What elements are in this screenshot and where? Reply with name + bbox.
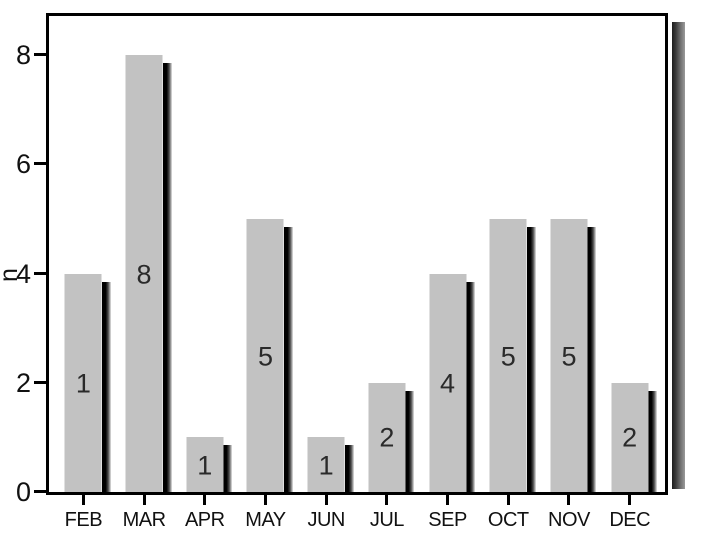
x-tick-label: NOV [548,509,590,531]
bar-value-label: 1 [75,368,91,399]
bar-drop-shadow [283,227,293,492]
bar-slot-feb: 1 [53,16,114,492]
bar-value-label: 5 [500,341,516,372]
y-tick-mark [34,162,46,166]
bar-slot-sep: 4 [417,16,478,492]
bar-feb: 1 [64,273,102,492]
x-cell-feb: FEB [53,495,114,532]
x-cell-dec: DEC [599,495,660,532]
bar-value-label: 4 [440,368,456,399]
x-tick-label: MAY [245,509,286,531]
x-tick-mark [324,495,328,505]
x-tick-label: SEP [428,509,467,531]
bar-slot-jun: 1 [296,16,357,492]
x-tick-mark [446,495,450,505]
bar-sep: 4 [429,273,467,492]
x-tick-mark [385,495,389,505]
x-cell-mar: MAR [114,495,175,532]
bar-value-label: 1 [318,450,334,481]
bar-value-label: 2 [379,422,395,453]
x-tick-label: FEB [64,509,103,531]
bar-drop-shadow [587,227,597,492]
x-cell-nov: NOV [539,495,600,532]
bar-slot-may: 5 [235,16,296,492]
bar-jun: 1 [307,437,345,492]
bar-mar: 8 [125,55,163,492]
y-tick-label: 2 [15,367,31,398]
y-tick-mark [34,53,46,57]
x-cell-apr: APR [174,495,235,532]
bar-value-label: 8 [136,259,152,290]
bar-value-label: 5 [561,341,577,372]
y-tick-mark [34,271,46,275]
x-tick-label: MAR [122,509,166,531]
x-tick-mark [263,495,267,505]
x-axis: FEB MAR APR MAY JUN JUL SEP OCT NOV DEC [49,495,665,532]
bar-nov: 5 [550,219,588,492]
y-tick-mark [34,380,46,384]
bar-drop-shadow [223,445,233,492]
y-tick-mark [34,490,46,493]
y-tick-label: 4 [15,258,31,289]
bar-slot-mar: 8 [114,16,175,492]
bar-oct: 5 [489,219,527,492]
bar-value-label: 5 [257,341,273,372]
x-cell-jun: JUN [296,495,357,532]
x-cell-jul: JUL [357,495,418,532]
bar-slot-apr: 1 [174,16,235,492]
x-tick-label: DEC [609,509,651,531]
y-tick-label: 0 [15,477,31,507]
bar-value-label: 2 [622,422,638,453]
bar-slot-dec: 2 [599,16,660,492]
bar-drop-shadow [344,445,354,492]
x-tick-label: JUN [307,509,345,531]
x-tick-label: OCT [487,509,529,531]
x-cell-may: MAY [235,495,296,532]
bar-apr: 1 [186,437,224,492]
bar-drop-shadow [466,281,476,492]
x-cell-oct: OCT [478,495,539,532]
y-tick-label: 8 [15,40,31,71]
bar-value-label: 1 [197,450,213,481]
bar-drop-shadow [162,63,172,492]
bar-drop-shadow [405,390,415,492]
frame-drop-shadow [672,22,685,489]
bar-dec: 2 [611,382,649,492]
bar-drop-shadow [101,281,111,492]
bar-slot-jul: 2 [357,16,418,492]
x-tick-label: JUL [369,509,405,531]
x-tick-mark [203,495,207,505]
bar-slot-nov: 5 [539,16,600,492]
bar-slot-oct: 5 [478,16,539,492]
bar-drop-shadow [648,390,658,492]
x-tick-mark [567,495,571,505]
bar-jul: 2 [368,382,406,492]
x-tick-mark [506,495,510,505]
bar-drop-shadow [526,227,536,492]
x-tick-mark [628,495,632,505]
x-tick-label: APR [184,509,225,531]
y-axis-title: n [0,264,24,286]
y-tick-label: 6 [15,149,31,180]
x-cell-sep: SEP [417,495,478,532]
x-tick-mark [142,495,146,505]
x-tick-mark [81,495,85,505]
bar-may: 5 [246,219,284,492]
